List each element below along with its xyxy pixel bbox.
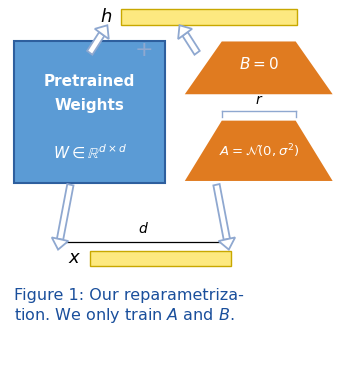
Polygon shape xyxy=(87,32,105,55)
Polygon shape xyxy=(219,238,235,250)
Bar xyxy=(121,9,297,25)
Text: $r$: $r$ xyxy=(254,93,263,107)
Bar xyxy=(90,251,231,266)
Text: $+$: $+$ xyxy=(134,40,153,60)
Bar xyxy=(14,41,165,183)
Polygon shape xyxy=(185,41,333,94)
Text: $W \in \mathbb{R}^{d\times d}$: $W \in \mathbb{R}^{d\times d}$ xyxy=(52,143,127,161)
Polygon shape xyxy=(213,184,230,240)
Text: $x$: $x$ xyxy=(68,249,81,267)
Text: Figure 1: Our reparametriza-
tion. We only train $A$ and $B$.: Figure 1: Our reparametriza- tion. We on… xyxy=(14,288,244,325)
Polygon shape xyxy=(52,238,68,250)
Polygon shape xyxy=(57,184,74,240)
Polygon shape xyxy=(185,121,333,181)
Polygon shape xyxy=(178,25,192,39)
Text: $B = 0$: $B = 0$ xyxy=(239,56,279,72)
Polygon shape xyxy=(182,32,200,55)
Text: Pretrained: Pretrained xyxy=(44,74,136,89)
Text: $A = \mathcal{N}(0, \sigma^2)$: $A = \mathcal{N}(0, \sigma^2)$ xyxy=(219,142,299,159)
Polygon shape xyxy=(95,25,109,39)
Text: Weights: Weights xyxy=(55,98,125,113)
Text: $d$: $d$ xyxy=(138,221,149,236)
Text: $h$: $h$ xyxy=(100,8,113,26)
